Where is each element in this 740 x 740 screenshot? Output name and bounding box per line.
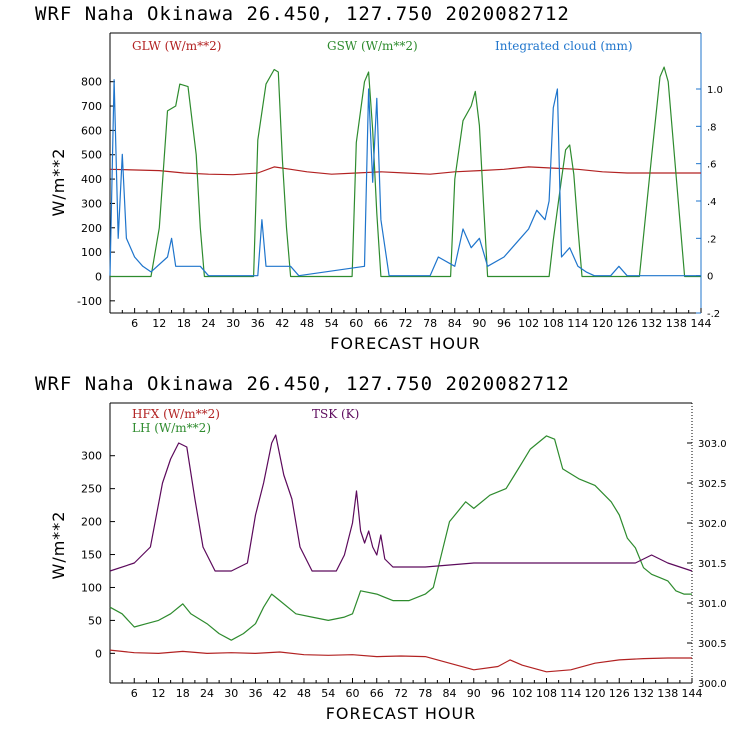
chart2-xtick-label: 114: [560, 687, 581, 700]
chart2-title: WRF Naha Okinawa 26.450, 127.750 2020082…: [35, 373, 570, 395]
chart1-xtick-label: 24: [202, 317, 216, 330]
chart1-series-integrated: [109, 79, 701, 277]
chart2-xtick-label: 24: [200, 687, 214, 700]
chart2-xtick-label: 102: [512, 687, 533, 700]
chart2-xtick-label: 144: [682, 687, 703, 700]
chart1-xtick-label: 36: [251, 317, 265, 330]
chart1-xtick-label: 90: [472, 317, 486, 330]
chart1-ytick-label: -100: [77, 295, 102, 308]
chart2-xtick-label: 36: [249, 687, 263, 700]
chart2-ylabel: W/m**2: [49, 511, 68, 580]
chart2-ytick-label: 300: [81, 450, 102, 463]
chart1-y2tick-label: .4: [707, 197, 717, 208]
chart1-ytick-label: 0: [95, 270, 102, 283]
chart2-xtick-label: 108: [536, 687, 557, 700]
chart2-xtick-label: 132: [633, 687, 654, 700]
chart1-xtick-label: 114: [567, 317, 588, 330]
chart2-xtick-label: 42: [273, 687, 287, 700]
chart2-ytick-label: 200: [81, 516, 102, 529]
chart1-xtick-label: 132: [641, 317, 662, 330]
chart1-y2tick-label: 1.0: [707, 85, 723, 96]
chart2-xtick-label: 72: [394, 687, 408, 700]
chart1-xtick-label: 42: [275, 317, 289, 330]
chart2-series-tsk: [109, 434, 693, 572]
chart1-legend-cloud: Integrated cloud (mm): [495, 39, 633, 53]
chart1-series-gsw: [110, 66, 701, 278]
chart1-xtick-label: 18: [177, 317, 191, 330]
chart1-xtick-label: 84: [448, 317, 462, 330]
chart1-ytick-label: 300: [81, 197, 102, 210]
chart2-xtick-label: 12: [152, 687, 166, 700]
chart2-y2tick-label: 300.0: [698, 679, 727, 690]
chart2-ytick-label: 0: [95, 647, 102, 660]
chart1-xtick-label: 54: [325, 317, 339, 330]
chart2-ytick-label: 100: [81, 581, 102, 594]
chart2-y2tick-label: 300.5: [698, 639, 727, 650]
chart1-y2tick-label: .8: [707, 122, 717, 133]
chart2-series-hfx: [109, 649, 692, 673]
chart2-y2tick-label: 303.0: [698, 439, 727, 450]
chart1-xtick-label: 48: [300, 317, 314, 330]
chart2-y2tick-label: 302.5: [698, 479, 727, 490]
chart1-legend-glw: GLW (W/m**2): [132, 39, 221, 53]
chart2-xtick-label: 60: [346, 687, 360, 700]
chart2-xtick-label: 126: [609, 687, 630, 700]
chart1-ytick-label: 500: [81, 149, 102, 162]
chart1-xtick-label: 102: [518, 317, 539, 330]
chart1-xtick-label: 60: [349, 317, 363, 330]
chart2-ytick-label: 50: [88, 614, 102, 627]
chart2-xtick-label: 96: [491, 687, 505, 700]
chart1-xtick-label: 78: [423, 317, 437, 330]
chart2-y2tick-label: 301.0: [698, 599, 727, 610]
chart1-ytick-label: 200: [81, 222, 102, 235]
chart2-xtick-label: 84: [443, 687, 457, 700]
chart1-xtick-label: 12: [152, 317, 166, 330]
chart2-legend-hfx: HFX (W/m**2): [132, 407, 220, 421]
chart2-xtick-label: 120: [585, 687, 606, 700]
chart1-ylabel: W/m**2: [49, 148, 68, 217]
chart2-ytick-label: 250: [81, 483, 102, 496]
chart2-xtick-label: 30: [224, 687, 238, 700]
chart1-xtick-label: 126: [617, 317, 638, 330]
chart2-xtick-label: 66: [370, 687, 384, 700]
chart1-ytick-label: 600: [81, 124, 102, 137]
chart1-xtick-label: 66: [374, 317, 388, 330]
chart2-xtick-label: 48: [297, 687, 311, 700]
chart2-ytick-label: 150: [81, 549, 102, 562]
chart1-xtick-label: 138: [666, 317, 687, 330]
chart2-xtick-label: 6: [131, 687, 138, 700]
chart1-xtick-label: 6: [131, 317, 138, 330]
chart2-legend-lh: LH (W/m**2): [132, 421, 211, 435]
chart1-xtick-label: 120: [592, 317, 613, 330]
chart1-ytick-label: 400: [81, 173, 102, 186]
chart2-series-lh: [109, 435, 692, 641]
chart2-xtick-label: 18: [176, 687, 190, 700]
chart2-y2tick-label: 302.0: [698, 519, 727, 530]
chart1-ytick-label: 700: [81, 100, 102, 113]
chart1-xtick-label: 96: [497, 317, 511, 330]
chart1-xlabel: FORECAST HOUR: [330, 334, 481, 353]
chart1-title: WRF Naha Okinawa 26.450, 127.750 2020082…: [35, 3, 570, 25]
chart2-xtick-label: 138: [657, 687, 678, 700]
chart2-y2tick-label: 301.5: [698, 559, 727, 570]
chart1-ytick-label: 100: [81, 246, 102, 259]
chart2-xtick-label: 78: [418, 687, 432, 700]
chart1-xtick-label: 144: [691, 317, 712, 330]
chart1-y2tick-label: .2: [707, 234, 717, 245]
chart1-legend-gsw: GSW (W/m**2): [327, 39, 418, 53]
chart1-y2tick-label: -.2: [707, 309, 720, 320]
chart2-xtick-label: 90: [467, 687, 481, 700]
chart1-xtick-label: 108: [543, 317, 564, 330]
chart1-series-glw: [109, 166, 701, 176]
chart1-y2tick-label: .6: [707, 160, 717, 171]
chart1-xtick-label: 30: [226, 317, 240, 330]
chart2-xtick-label: 54: [321, 687, 335, 700]
chart2-xlabel: FORECAST HOUR: [326, 704, 477, 723]
chart1-y2tick-label: 0: [707, 272, 713, 283]
chart1-ytick-label: 800: [81, 76, 102, 89]
chart1-xtick-label: 72: [399, 317, 413, 330]
chart2-legend-tsk: TSK (K): [312, 407, 359, 421]
